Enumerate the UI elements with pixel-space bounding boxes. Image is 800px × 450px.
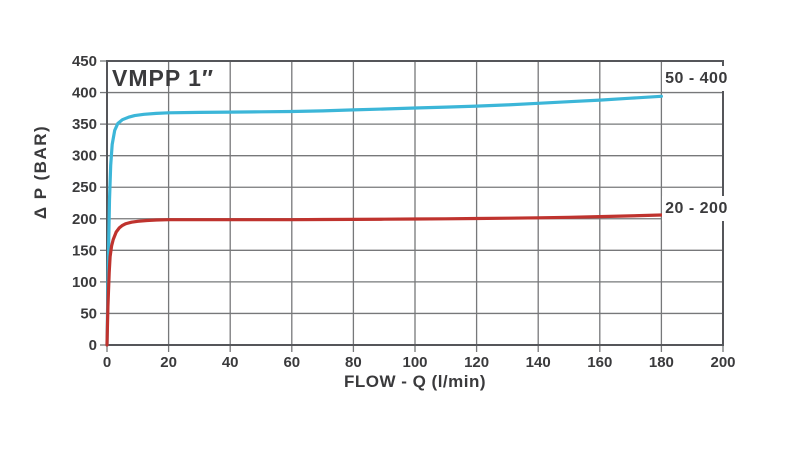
y-tick-label: 100 — [72, 274, 97, 291]
x-tick-label: 20 — [160, 354, 177, 371]
curve-20-200 — [105, 213, 664, 347]
y-tick-label: 50 — [80, 305, 97, 322]
y-tick-label: 250 — [72, 179, 97, 196]
y-tick-label: 0 — [89, 337, 97, 354]
y-tick-label: 350 — [72, 116, 97, 133]
y-tick-label: 450 — [72, 53, 97, 70]
x-tick-label: 100 — [402, 354, 427, 371]
series-label-20-200: 20 - 200 — [662, 196, 731, 221]
x-tick-label: 120 — [464, 354, 489, 371]
series-label-50-400: 50 - 400 — [662, 66, 731, 91]
chart-title: VMPP 1″ — [112, 65, 214, 91]
y-tick-label: 200 — [72, 211, 97, 228]
x-tick-label: 0 — [103, 354, 111, 371]
x-axis-label: FLOW - Q (l/min) — [343, 372, 487, 391]
x-tick-label: 200 — [710, 354, 735, 371]
y-axis-label: Δ P (BAR) — [31, 124, 50, 220]
x-tick-label: 160 — [587, 354, 612, 371]
x-tick-label: 180 — [649, 354, 674, 371]
x-tick-label: 80 — [345, 354, 362, 371]
y-tick-label: 400 — [72, 85, 97, 102]
x-tick-label: 60 — [283, 354, 300, 371]
x-tick-label: 40 — [222, 354, 239, 371]
y-tick-label: 150 — [72, 242, 97, 259]
curve-50-400 — [105, 94, 664, 347]
x-tick-label: 140 — [526, 354, 551, 371]
y-tick-label: 300 — [72, 148, 97, 165]
